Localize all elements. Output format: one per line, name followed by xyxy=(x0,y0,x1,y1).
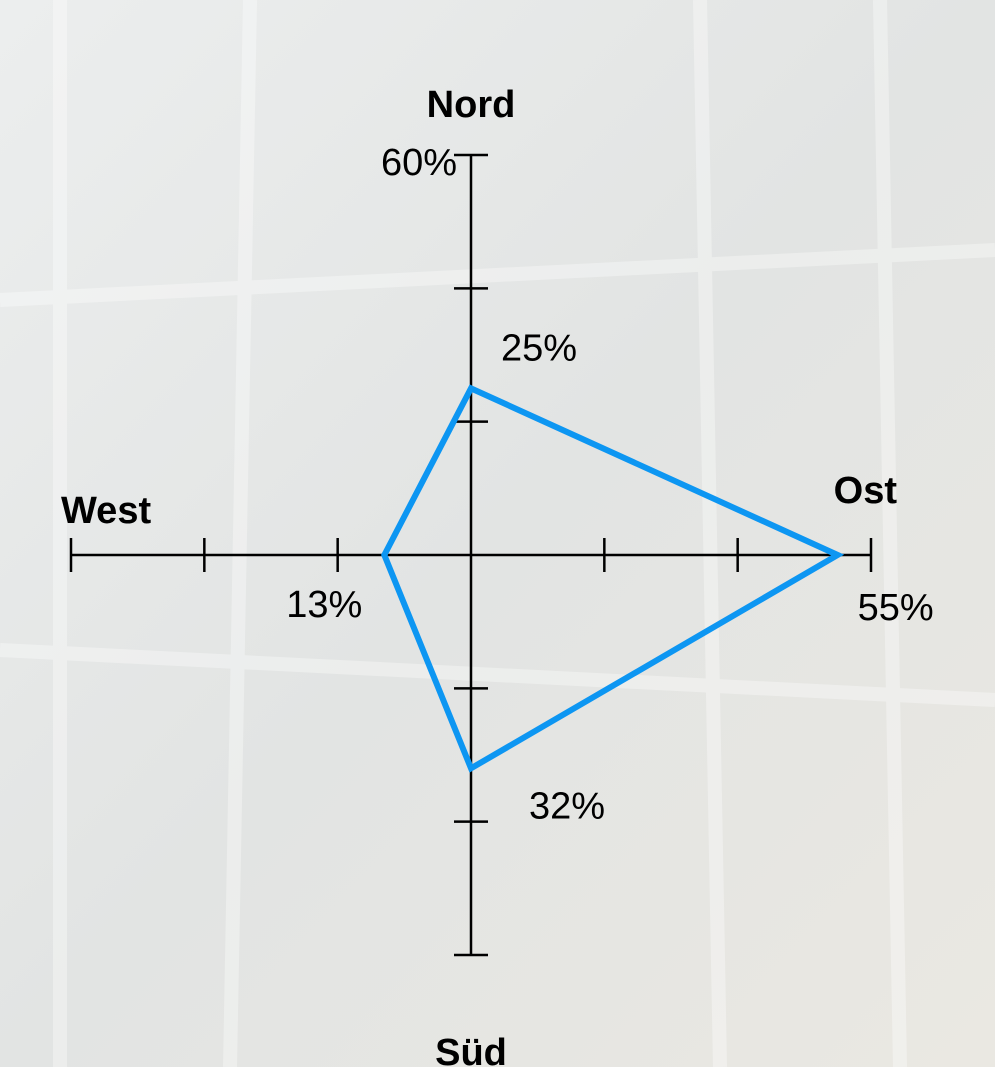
chart: 60% Nord Ost Süd West 25% 55% 32% 13% xyxy=(0,0,995,1067)
tick-label: 60% xyxy=(381,142,457,184)
page: {"chart_data": {"type": "radar", "catego… xyxy=(0,0,995,1067)
background xyxy=(0,0,995,1067)
direction-label: West xyxy=(61,490,151,532)
value-label: 32% xyxy=(529,785,605,827)
value-label: 25% xyxy=(501,327,577,369)
direction-label: Ost xyxy=(834,470,898,512)
direction-label: Nord xyxy=(427,84,516,126)
value-label: 55% xyxy=(858,587,934,629)
direction-label: Süd xyxy=(435,1032,507,1067)
value-label: 13% xyxy=(286,584,362,626)
